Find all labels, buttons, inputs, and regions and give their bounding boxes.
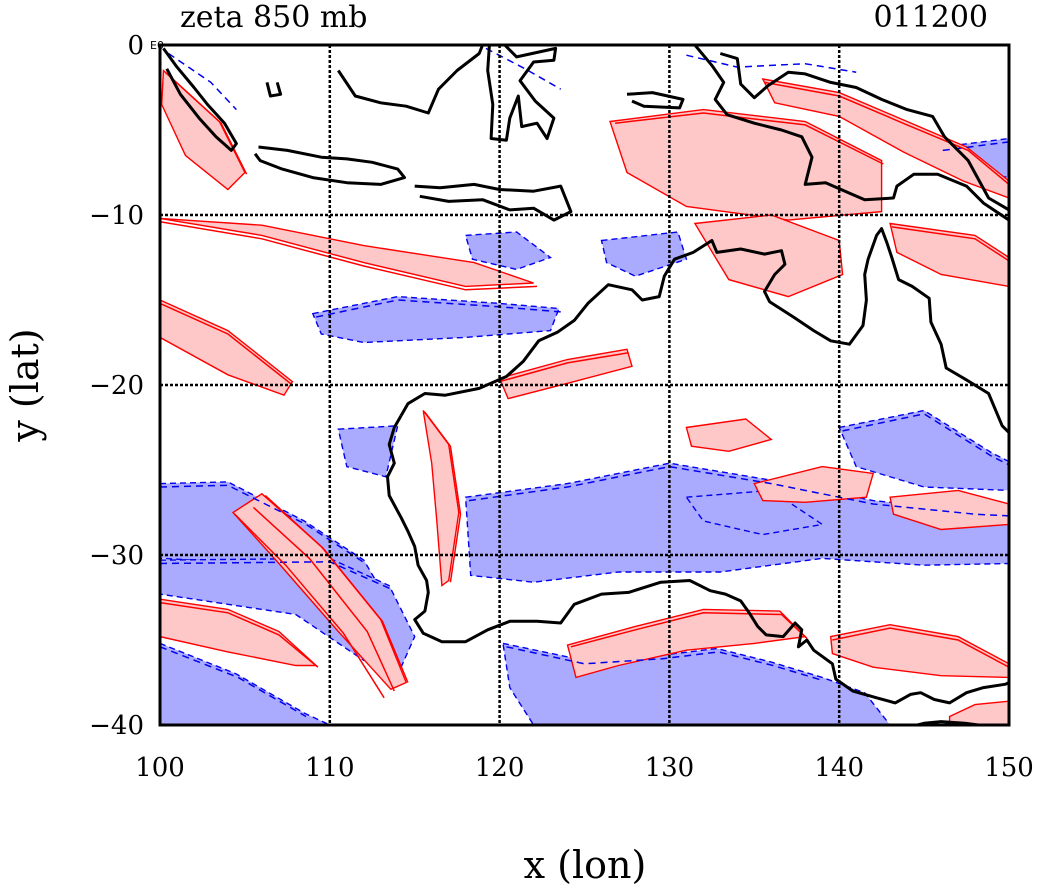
positive-region-16 bbox=[685, 418, 773, 453]
y-tick-label-m40: −40 bbox=[89, 711, 144, 741]
corner-label: E0 bbox=[150, 39, 164, 52]
positive-region-2 bbox=[160, 299, 294, 397]
positive-vorticity-fills bbox=[160, 68, 1009, 725]
coastlines bbox=[162, 45, 1009, 725]
x-tick-label-110: 110 bbox=[305, 753, 355, 783]
coastline-australia bbox=[399, 227, 1009, 434]
y-axis-ticks: 0 −10 −20 −30 −40 bbox=[89, 31, 144, 741]
negative-region-11 bbox=[337, 425, 399, 478]
negative-contour-7 bbox=[842, 413, 1009, 466]
x-tick-label-150: 150 bbox=[984, 753, 1034, 783]
positive-contour-7 bbox=[832, 627, 1009, 668]
negative-region-10 bbox=[464, 231, 552, 271]
coastline-borneo bbox=[265, 81, 283, 98]
coastline-australia-south bbox=[386, 414, 1009, 705]
plot-frame bbox=[158, 43, 1011, 727]
positive-region-1 bbox=[160, 217, 534, 288]
positive-contour-6 bbox=[570, 612, 808, 648]
negative-contour-8 bbox=[168, 52, 237, 111]
positive-contour-11 bbox=[499, 351, 629, 383]
x-tick-label-140: 140 bbox=[814, 753, 864, 783]
negative-region-9 bbox=[685, 489, 825, 536]
positive-contour-1 bbox=[160, 302, 293, 386]
negative-contour-3 bbox=[506, 646, 825, 682]
negative-contour-0 bbox=[160, 484, 366, 565]
positive-region-12 bbox=[889, 489, 1009, 531]
positive-region-6 bbox=[761, 78, 1009, 199]
positive-contour-13 bbox=[891, 226, 1009, 262]
x-tick-label-120: 120 bbox=[475, 753, 525, 783]
coastline-sumatra bbox=[162, 47, 238, 152]
negative-region-5 bbox=[311, 295, 560, 344]
positive-contour-10 bbox=[424, 411, 462, 583]
y-axis-label: y (lat) bbox=[3, 328, 47, 442]
negative-region-2 bbox=[160, 642, 331, 725]
positive-region-11 bbox=[160, 598, 319, 667]
coastline-lesser-sunda bbox=[414, 182, 573, 222]
positive-contour-5 bbox=[160, 601, 319, 668]
coastline-seram bbox=[626, 91, 685, 110]
gridlines bbox=[160, 45, 1009, 725]
x-axis-label: x (lon) bbox=[524, 843, 647, 885]
positive-contour-3 bbox=[252, 506, 395, 692]
chart-title: zeta 850 mb bbox=[180, 0, 368, 35]
coastline-sulawesi bbox=[486, 45, 558, 142]
positive-contour-8 bbox=[615, 112, 884, 165]
y-tick-label-0: 0 bbox=[127, 31, 144, 61]
positive-contour-0 bbox=[160, 221, 538, 291]
y-tick-label-m10: −10 bbox=[89, 201, 144, 231]
timestamp-label: 011200 bbox=[873, 0, 988, 35]
positive-contour-12 bbox=[164, 71, 248, 175]
positive-contour-9 bbox=[764, 81, 1009, 185]
coastline-java bbox=[253, 145, 406, 186]
positive-vorticity-contours bbox=[160, 71, 1009, 699]
x-tick-label-100: 100 bbox=[135, 753, 185, 783]
coastline-new-guinea bbox=[693, 45, 1009, 222]
x-axis-ticks: 100 110 120 130 140 150 bbox=[135, 753, 1034, 783]
negative-contour-4 bbox=[468, 465, 1009, 517]
positive-region-5 bbox=[889, 222, 1009, 288]
positive-region-10 bbox=[829, 623, 1009, 679]
positive-contour-4 bbox=[234, 513, 385, 699]
y-tick-label-m30: −30 bbox=[89, 541, 144, 571]
x-tick-label-130: 130 bbox=[645, 753, 695, 783]
negative-contour-10 bbox=[686, 54, 857, 73]
negative-region-8 bbox=[838, 409, 1009, 492]
plot-area bbox=[160, 45, 1009, 725]
negative-contour-5 bbox=[316, 299, 561, 318]
positive-region-15 bbox=[753, 465, 875, 504]
positive-region-7 bbox=[498, 348, 633, 400]
negative-region-6 bbox=[600, 231, 688, 277]
positive-region-8 bbox=[422, 410, 460, 587]
positive-contour-2 bbox=[264, 494, 409, 683]
y-tick-label-m20: −20 bbox=[89, 371, 144, 401]
positive-region-3 bbox=[609, 108, 883, 221]
negative-contour-2 bbox=[160, 646, 307, 718]
coastline-kalimantan-south bbox=[337, 45, 484, 115]
